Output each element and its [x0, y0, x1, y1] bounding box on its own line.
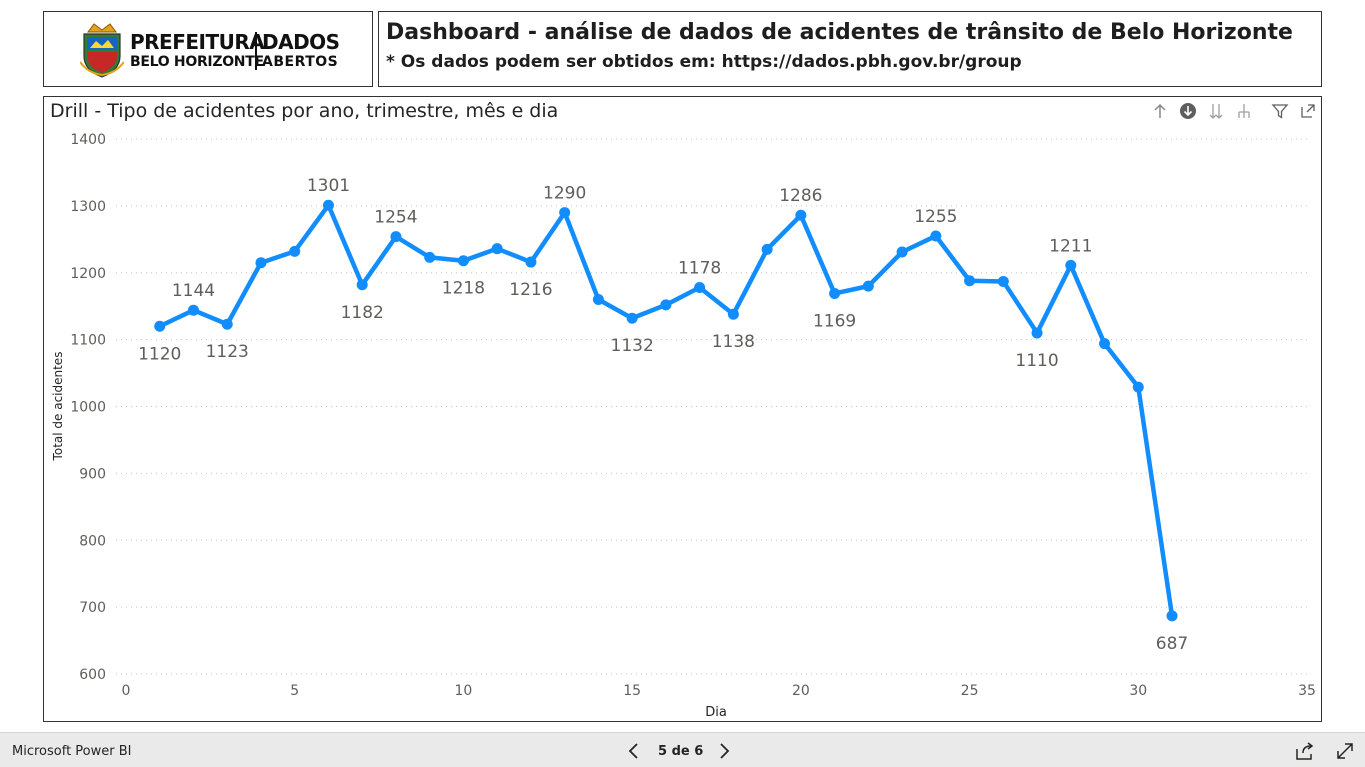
- x-tick-label: 0: [122, 683, 131, 699]
- data-point[interactable]: [660, 299, 672, 311]
- chart-title: Drill - Tipo de acidentes por ano, trime…: [50, 100, 559, 122]
- previous-page-button[interactable]: [622, 739, 646, 763]
- filter-icon[interactable]: [1271, 102, 1289, 120]
- data-point[interactable]: [289, 245, 301, 257]
- data-point[interactable]: [525, 256, 537, 268]
- report-footer: Microsoft Power BI 5 de 6: [0, 732, 1365, 767]
- data-point[interactable]: [221, 318, 233, 330]
- header-panel: Dashboard - análise de dados de acidente…: [378, 11, 1322, 87]
- data-point[interactable]: [592, 294, 604, 305]
- y-tick-label: 1400: [70, 132, 106, 148]
- data-label: 1218: [442, 279, 485, 299]
- x-tick-label: 35: [1298, 683, 1316, 699]
- logo-dados-text: DADOS: [262, 30, 340, 54]
- y-tick-label: 1000: [70, 400, 106, 416]
- data-point[interactable]: [862, 280, 874, 292]
- line-chart-visual[interactable]: Drill - Tipo de acidentes por ano, trime…: [43, 96, 1322, 722]
- data-label: 1144: [172, 281, 215, 301]
- data-point[interactable]: [457, 255, 469, 267]
- y-tick-label: 700: [79, 600, 106, 616]
- data-label: 1120: [138, 344, 181, 364]
- page-indicator: 5 de 6: [658, 744, 704, 759]
- data-point[interactable]: [626, 312, 638, 324]
- city-coat-of-arms-icon: [80, 23, 124, 78]
- data-point[interactable]: [930, 230, 942, 242]
- data-point[interactable]: [997, 275, 1009, 287]
- y-tick-label: 1100: [70, 333, 106, 349]
- data-point[interactable]: [255, 257, 267, 269]
- data-label: 1211: [1049, 236, 1092, 256]
- drill-up-icon[interactable]: [1151, 102, 1169, 120]
- page-subtitle: * Os dados podem ser obtidos em: https:/…: [386, 52, 1022, 72]
- logo-panel: PREFEITURA BELO HORIZONTE DADOS ABERTOS: [43, 11, 373, 87]
- data-point[interactable]: [424, 251, 436, 263]
- x-tick-label: 15: [623, 683, 641, 699]
- data-point[interactable]: [1132, 381, 1144, 393]
- data-label: 1110: [1015, 351, 1058, 371]
- logo-belo-horizonte-text: BELO HORIZONTE: [130, 54, 264, 70]
- data-point[interactable]: [1065, 259, 1077, 271]
- chart-plot-area[interactable]: 600 700 800 900 1000 1100 1200 1300 1400 0 5 10 15 20…: [44, 97, 1321, 721]
- data-point[interactable]: [390, 231, 402, 243]
- series-line: [158, 202, 1175, 617]
- data-label: 687: [1156, 634, 1188, 654]
- data-point[interactable]: [1099, 338, 1111, 350]
- share-icon[interactable]: [1294, 740, 1316, 762]
- drill-down-toggle-icon[interactable]: [1179, 102, 1197, 120]
- data-label: 1255: [914, 207, 957, 227]
- data-label: 1182: [341, 303, 384, 323]
- data-label: 1132: [611, 336, 654, 356]
- x-tick-label: 10: [455, 683, 473, 699]
- data-label: 1138: [712, 332, 755, 352]
- data-point[interactable]: [559, 207, 571, 219]
- data-label: 1178: [678, 258, 721, 278]
- next-page-button[interactable]: [712, 739, 736, 763]
- data-label: 1169: [813, 311, 856, 331]
- data-label: 1254: [374, 208, 417, 228]
- data-label: 1301: [307, 176, 350, 196]
- logo-abertos-text: ABERTOS: [262, 54, 339, 70]
- focus-mode-icon[interactable]: [1299, 102, 1317, 120]
- y-tick-label: 800: [79, 533, 106, 549]
- y-tick-label: 600: [79, 667, 106, 683]
- x-tick-label: 5: [290, 683, 299, 699]
- data-point[interactable]: [896, 246, 908, 258]
- data-label: 1290: [543, 184, 586, 204]
- y-tick-label: 1300: [70, 199, 106, 215]
- data-point[interactable]: [1166, 610, 1178, 622]
- fullscreen-icon[interactable]: [1334, 740, 1356, 762]
- y-tick-label: 1200: [70, 266, 106, 282]
- data-point[interactable]: [1031, 327, 1043, 339]
- data-label: 1286: [779, 186, 822, 206]
- data-point[interactable]: [356, 279, 368, 291]
- x-tick-label: 20: [792, 683, 810, 699]
- page-title: Dashboard - análise de dados de acidente…: [386, 20, 1293, 45]
- data-label: 1216: [509, 280, 552, 300]
- data-point[interactable]: [795, 209, 807, 221]
- expand-hierarchy-icon[interactable]: [1235, 102, 1253, 120]
- data-label: 1123: [206, 342, 249, 362]
- y-axis-title: Total de acidentes: [51, 352, 65, 462]
- power-bi-brand: Microsoft Power BI: [12, 744, 132, 759]
- data-point[interactable]: [694, 281, 706, 293]
- data-point[interactable]: [761, 243, 773, 255]
- x-tick-label: 30: [1129, 683, 1147, 699]
- data-point[interactable]: [187, 304, 199, 316]
- x-axis-title: Dia: [705, 705, 727, 720]
- data-point[interactable]: [964, 275, 976, 287]
- data-point[interactable]: [491, 243, 503, 255]
- data-point[interactable]: [154, 320, 166, 332]
- data-point[interactable]: [727, 308, 739, 320]
- next-level-icon[interactable]: [1207, 102, 1225, 120]
- logo-prefeitura-text: PREFEITURA: [130, 30, 265, 54]
- x-tick-label: 25: [961, 683, 979, 699]
- logo-divider: [255, 32, 257, 70]
- data-point[interactable]: [829, 287, 841, 299]
- data-point[interactable]: [322, 199, 334, 211]
- y-tick-label: 900: [79, 466, 106, 482]
